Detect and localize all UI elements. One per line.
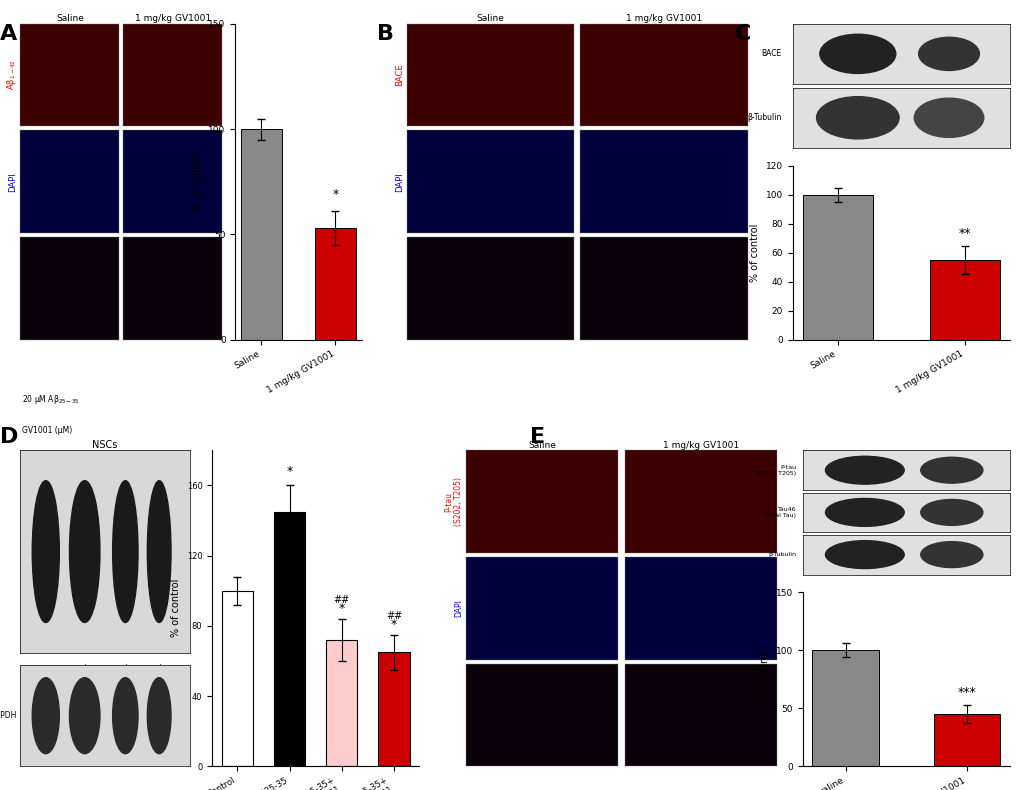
Text: D: D <box>0 427 18 446</box>
Y-axis label: P-tau
(S202, T205): P-tau (S202, T205) <box>443 477 463 526</box>
Text: Tau46
(total Tau): Tau46 (total Tau) <box>764 507 796 517</box>
Title: 1 mg/kg GV1001: 1 mg/kg GV1001 <box>662 441 738 450</box>
Text: β-Tubulin: β-Tubulin <box>747 113 782 122</box>
Y-axis label: % of control: % of control <box>749 224 759 282</box>
Y-axis label: DAPI: DAPI <box>394 171 404 191</box>
Bar <box>273 512 305 766</box>
Title: Saline: Saline <box>476 14 503 23</box>
Y-axis label: Merged: Merged <box>394 273 404 304</box>
Ellipse shape <box>33 678 59 754</box>
Text: +: + <box>156 663 162 672</box>
Ellipse shape <box>913 98 982 137</box>
Text: ***: *** <box>957 686 975 699</box>
Y-axis label: BACE: BACE <box>394 64 404 86</box>
Ellipse shape <box>920 457 982 483</box>
Y-axis label: Merged: Merged <box>8 273 17 304</box>
Ellipse shape <box>824 498 903 526</box>
Ellipse shape <box>918 37 978 70</box>
Text: +: + <box>82 663 88 672</box>
Text: **: ** <box>958 227 970 239</box>
Ellipse shape <box>147 480 171 623</box>
Ellipse shape <box>819 34 895 73</box>
Text: +: + <box>122 663 128 672</box>
Bar <box>802 195 871 340</box>
Text: *: * <box>332 188 338 201</box>
Text: −: − <box>42 663 49 672</box>
Bar <box>315 228 356 340</box>
Title: Saline: Saline <box>56 14 84 23</box>
Text: GV1001 (μM): GV1001 (μM) <box>22 426 72 434</box>
Y-axis label: Aβ$_{1-42}$: Aβ$_{1-42}$ <box>5 59 17 91</box>
Ellipse shape <box>824 540 903 569</box>
Bar <box>929 260 999 340</box>
Y-axis label: DAPI: DAPI <box>8 171 17 191</box>
Y-axis label: % of control: % of control <box>171 579 181 638</box>
Text: BACE: BACE <box>761 49 782 58</box>
Bar <box>932 714 1000 766</box>
Bar <box>221 591 253 766</box>
Y-axis label: % of control: % of control <box>759 650 769 709</box>
Text: B: B <box>377 24 394 43</box>
Ellipse shape <box>816 96 898 139</box>
Title: Saline: Saline <box>528 441 555 450</box>
Y-axis label: Merged: Merged <box>453 701 463 729</box>
Text: E: E <box>530 427 545 446</box>
Ellipse shape <box>920 542 982 567</box>
Text: *: * <box>390 618 396 631</box>
Text: A: A <box>0 24 17 43</box>
Ellipse shape <box>147 678 171 754</box>
Ellipse shape <box>112 480 138 623</box>
Y-axis label: % of control: % of control <box>193 152 203 211</box>
Bar <box>326 640 357 766</box>
Text: GAPDH: GAPDH <box>0 711 17 720</box>
Ellipse shape <box>69 480 100 623</box>
Text: 20 μM Aβ$_{25-35}$: 20 μM Aβ$_{25-35}$ <box>22 393 79 406</box>
Text: ##: ## <box>385 611 401 621</box>
Ellipse shape <box>33 480 59 623</box>
Ellipse shape <box>69 678 100 754</box>
Ellipse shape <box>112 678 138 754</box>
Title: NSCs: NSCs <box>93 439 117 450</box>
Text: ##: ## <box>333 595 350 605</box>
Text: *: * <box>286 465 292 479</box>
Text: C: C <box>734 24 750 43</box>
Title: 1 mg/kg GV1001: 1 mg/kg GV1001 <box>135 14 211 23</box>
Y-axis label: DAPI: DAPI <box>453 600 463 617</box>
Text: β-Tubulin: β-Tubulin <box>767 552 796 557</box>
Text: P-tau
(S202, T205): P-tau (S202, T205) <box>756 465 796 476</box>
Title: 1 mg/kg GV1001: 1 mg/kg GV1001 <box>626 14 701 23</box>
Bar <box>811 650 878 766</box>
Text: *: * <box>338 602 344 615</box>
Bar <box>240 129 281 340</box>
Ellipse shape <box>824 457 903 484</box>
Ellipse shape <box>920 499 982 525</box>
Bar <box>378 653 410 766</box>
